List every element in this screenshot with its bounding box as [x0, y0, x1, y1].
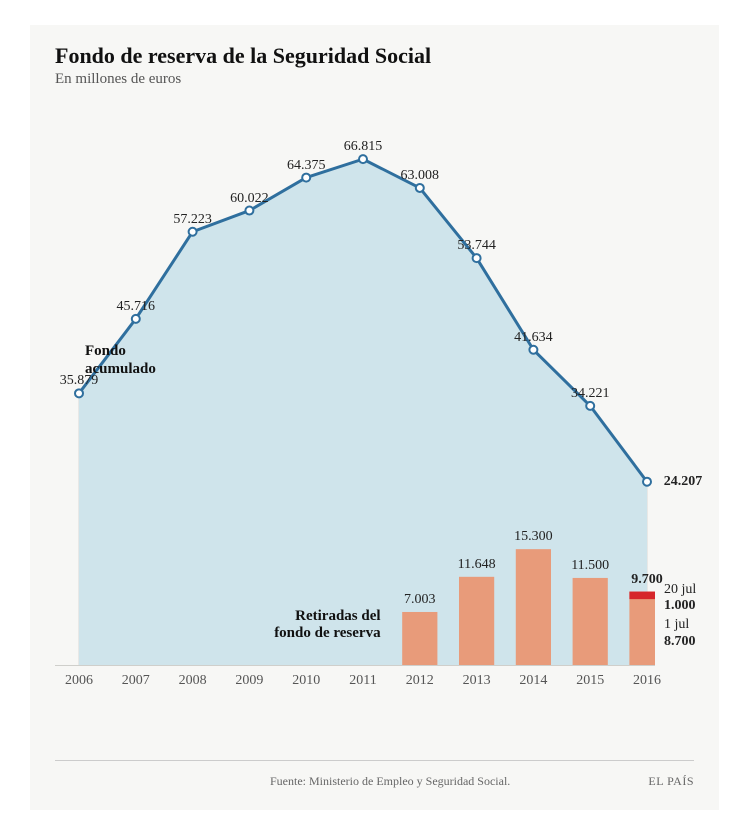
fund-value-label: 66.815 — [344, 139, 383, 155]
annotation-20jul: 20 jul 1.000 — [664, 582, 696, 616]
year-label: 2015 — [576, 673, 604, 689]
year-label: 2009 — [235, 673, 263, 689]
year-label: 2010 — [292, 673, 320, 689]
series-label-line: Fondo — [85, 343, 156, 360]
bar-label: 7.003 — [404, 592, 436, 608]
year-label: 2012 — [406, 673, 434, 689]
annotation-20jul-value: 1.000 — [664, 598, 696, 615]
fund-value-label: 60.022 — [230, 191, 269, 207]
series-label-line: Retiradas del — [274, 608, 380, 625]
footer: Fuente: Ministerio de Empleo y Seguridad… — [30, 774, 719, 794]
year-label: 2007 — [122, 673, 150, 689]
source-text: Fuente: Ministerio de Empleo y Seguridad… — [270, 774, 510, 789]
bar-label: 11.648 — [458, 557, 496, 573]
bar-label: 15.300 — [514, 529, 553, 545]
year-label: 2013 — [463, 673, 491, 689]
chart-subtitle: En millones de euros — [55, 71, 181, 88]
series-label-withdrawals: Retiradas delfondo de reserva — [274, 608, 380, 643]
bar-label: 9.700 — [631, 572, 663, 588]
year-label: 2016 — [633, 673, 661, 689]
fund-value-label: 53.744 — [457, 238, 496, 254]
chart-title: Fondo de reserva de la Seguridad Social — [55, 43, 431, 69]
year-label: 2014 — [519, 673, 547, 689]
annotation-20jul-date: 20 jul — [664, 582, 696, 599]
fund-value-label: 35.879 — [60, 373, 99, 389]
page: Fondo de reserva de la Seguridad Social … — [0, 0, 749, 835]
fund-value-label: 45.716 — [117, 299, 156, 315]
annotation-1jul-value: 8.700 — [664, 634, 696, 651]
fund-value-label: 64.375 — [287, 158, 326, 174]
card: Fondo de reserva de la Seguridad Social … — [30, 25, 719, 810]
annotation-1jul-date: 1 jul — [664, 617, 696, 634]
year-label: 2011 — [349, 673, 376, 689]
brand-text: EL PAÍS — [648, 774, 694, 789]
bar-label: 11.500 — [571, 558, 609, 574]
fund-value-label: 24.207 — [664, 474, 703, 490]
year-label: 2006 — [65, 673, 93, 689]
year-label: 2008 — [179, 673, 207, 689]
chart-area: Fondoacumulado Retiradas delfondo de res… — [55, 105, 655, 700]
fund-value-label: 41.634 — [514, 330, 553, 346]
series-label-line: fondo de reserva — [274, 625, 380, 642]
annotation-1jul: 1 jul 8.700 — [664, 617, 696, 651]
fund-value-label: 57.223 — [173, 212, 212, 228]
fund-value-label: 34.221 — [571, 386, 610, 402]
fund-value-label: 63.008 — [401, 168, 440, 184]
footer-divider — [55, 760, 694, 761]
